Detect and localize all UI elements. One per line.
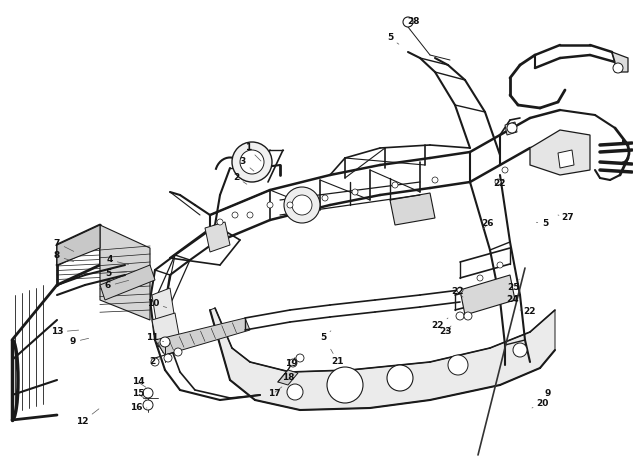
Polygon shape: [100, 225, 150, 320]
Polygon shape: [558, 150, 574, 168]
Text: 27: 27: [558, 213, 574, 222]
Polygon shape: [390, 193, 435, 225]
Text: 23: 23: [439, 326, 451, 336]
Polygon shape: [505, 122, 517, 135]
Text: 9: 9: [540, 390, 551, 400]
Circle shape: [160, 337, 170, 347]
Circle shape: [502, 167, 508, 173]
Circle shape: [497, 262, 503, 268]
Polygon shape: [278, 370, 298, 385]
Circle shape: [247, 212, 253, 218]
Circle shape: [327, 367, 363, 403]
Circle shape: [477, 275, 483, 281]
Circle shape: [143, 400, 153, 410]
Text: 8: 8: [54, 251, 73, 262]
Circle shape: [322, 195, 328, 201]
Polygon shape: [460, 275, 515, 315]
Text: 11: 11: [146, 333, 164, 342]
Circle shape: [164, 354, 172, 362]
Text: 16: 16: [130, 402, 147, 411]
Text: 13: 13: [51, 327, 78, 336]
Circle shape: [284, 187, 320, 223]
Text: 26: 26: [482, 219, 494, 229]
Text: 17: 17: [268, 387, 282, 398]
Circle shape: [217, 219, 223, 225]
Text: 19: 19: [285, 359, 298, 369]
Text: 2: 2: [149, 358, 161, 367]
Circle shape: [289, 359, 297, 367]
Circle shape: [448, 355, 468, 375]
Circle shape: [513, 343, 527, 357]
Text: 25: 25: [507, 279, 519, 293]
Text: 5: 5: [320, 331, 331, 342]
Text: 28: 28: [408, 18, 420, 30]
Text: 21: 21: [330, 349, 344, 367]
Text: 2: 2: [233, 172, 247, 184]
Text: 6: 6: [105, 280, 128, 291]
Circle shape: [232, 212, 238, 218]
Circle shape: [232, 142, 272, 182]
Text: 22: 22: [520, 307, 536, 316]
Circle shape: [456, 312, 464, 320]
Polygon shape: [152, 313, 180, 347]
Circle shape: [287, 384, 303, 400]
Text: 20: 20: [532, 399, 548, 408]
Circle shape: [292, 195, 312, 215]
Text: 5: 5: [105, 268, 127, 277]
Text: 3: 3: [240, 158, 254, 171]
Circle shape: [403, 17, 413, 27]
Circle shape: [613, 63, 623, 73]
Polygon shape: [205, 222, 230, 252]
Text: 22: 22: [432, 318, 448, 331]
Circle shape: [432, 177, 438, 183]
Circle shape: [457, 287, 463, 293]
Circle shape: [267, 202, 273, 208]
Text: 15: 15: [132, 390, 146, 399]
Text: 4: 4: [107, 256, 128, 265]
Text: 12: 12: [76, 409, 99, 427]
Text: 5: 5: [536, 219, 548, 228]
Text: 10: 10: [147, 298, 166, 307]
Text: 5: 5: [387, 34, 399, 44]
Circle shape: [143, 388, 153, 398]
Circle shape: [240, 150, 264, 174]
Circle shape: [495, 179, 501, 185]
Circle shape: [464, 312, 472, 320]
Circle shape: [151, 358, 159, 366]
Circle shape: [387, 365, 413, 391]
Circle shape: [296, 354, 304, 362]
Circle shape: [392, 182, 398, 188]
Polygon shape: [152, 288, 175, 327]
Circle shape: [352, 189, 358, 195]
Circle shape: [287, 202, 293, 208]
Text: 22: 22: [451, 287, 463, 297]
Text: 7: 7: [54, 238, 74, 251]
Text: 1: 1: [245, 143, 261, 161]
Text: 9: 9: [70, 338, 89, 346]
Text: 18: 18: [282, 370, 294, 382]
Text: 14: 14: [132, 378, 146, 387]
Polygon shape: [530, 130, 590, 175]
Polygon shape: [155, 318, 250, 355]
Polygon shape: [57, 225, 100, 265]
Circle shape: [507, 123, 517, 133]
Polygon shape: [210, 308, 555, 410]
Text: 22: 22: [494, 179, 506, 188]
Polygon shape: [612, 52, 628, 72]
Circle shape: [174, 348, 182, 356]
Polygon shape: [100, 265, 155, 300]
Text: 24: 24: [506, 295, 519, 304]
